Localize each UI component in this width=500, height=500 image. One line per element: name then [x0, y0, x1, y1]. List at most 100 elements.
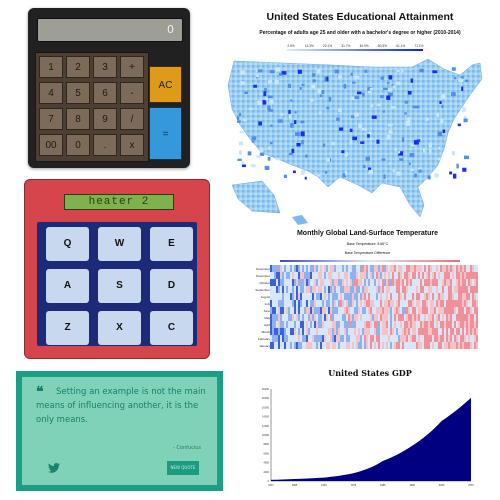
heatmap-cell: [374, 293, 376, 300]
heatmap-cell: [356, 272, 358, 279]
heatmap-cell: [406, 300, 408, 307]
calculator-key[interactable]: 3: [93, 56, 117, 78]
heatmap-cell: [278, 342, 280, 349]
map-county: [310, 98, 314, 102]
drum-pad-d[interactable]: D: [150, 269, 193, 303]
heatmap-cell: [312, 321, 314, 328]
heatmap-cell: [432, 286, 434, 293]
heatmap-cell: [364, 342, 366, 349]
heatmap-cell: [290, 265, 292, 272]
heatmap-cell: [304, 279, 306, 286]
heatmap-cell: [382, 342, 384, 349]
calculator-key[interactable]: 9: [93, 108, 117, 130]
drum-pad-a[interactable]: A: [46, 269, 89, 303]
drum-pad-q[interactable]: Q: [46, 227, 89, 261]
heatmap-cell: [428, 279, 430, 286]
heatmap-cell: [274, 279, 276, 286]
heatmap-cell: [308, 307, 310, 314]
heatmap-cell: [458, 342, 460, 349]
heatmap-cell: [452, 300, 454, 307]
new-quote-button[interactable]: NEW QUOTE: [167, 461, 199, 475]
heatmap-cell: [346, 300, 348, 307]
heatmap-cell: [442, 265, 444, 272]
heatmap-cell: [356, 300, 358, 307]
calculator-key[interactable]: 00: [39, 134, 63, 156]
heatmap-cell: [424, 265, 426, 272]
twitter-icon[interactable]: [48, 463, 60, 473]
heatmap-cell: [476, 307, 478, 314]
heatmap-cell: [426, 321, 428, 328]
calculator-key[interactable]: 2: [66, 56, 90, 78]
heatmap-cell: [310, 300, 312, 307]
calculator-key[interactable]: +: [120, 56, 144, 78]
heatmap-cell: [286, 321, 288, 328]
map-county: [451, 150, 455, 156]
drum-pad-c[interactable]: C: [150, 311, 193, 345]
heatmap-cell: [356, 335, 358, 342]
heatmap-cell: [350, 335, 352, 342]
drum-pad-x[interactable]: X: [98, 311, 141, 345]
drum-pad-e[interactable]: E: [150, 227, 193, 261]
heatmap-cell: [372, 307, 374, 314]
heatmap-cell: [470, 307, 472, 314]
heatmap-cell: [338, 272, 340, 279]
heatmap-cell: [348, 265, 350, 272]
heatmap-cell: [414, 300, 416, 307]
heatmap-cell: [300, 335, 302, 342]
heatmap-cell: [354, 300, 356, 307]
calculator-key[interactable]: 0: [66, 134, 90, 156]
heatmap-cell: [450, 328, 452, 335]
heatmap-cell: [428, 314, 430, 321]
heatmap-cell: [466, 293, 468, 300]
heatmap-cell: [362, 328, 364, 335]
drum-pad-z[interactable]: Z: [46, 311, 89, 345]
heatmap-cell: [378, 286, 380, 293]
calculator-key[interactable]: /: [120, 108, 144, 130]
heatmap-cell: [370, 314, 372, 321]
calculator-key[interactable]: 7: [39, 108, 63, 130]
heatmap-cell: [436, 265, 438, 272]
heatmap-cell: [370, 265, 372, 272]
calculator-key[interactable]: x: [120, 134, 144, 156]
heatmap-cell: [274, 335, 276, 342]
heatmap-cell: [290, 307, 292, 314]
heatmap-cell: [422, 286, 424, 293]
calculator-equals-button[interactable]: =: [149, 107, 182, 160]
heatmap-cell: [458, 300, 460, 307]
heatmap-cell: [308, 293, 310, 300]
heatmap-cell: [300, 321, 302, 328]
heatmap-cell: [308, 314, 310, 321]
heatmap-cell: [402, 279, 404, 286]
heatmap-cell: [398, 279, 400, 286]
heatmap-cell: [346, 286, 348, 293]
heatmap-cell: [468, 286, 470, 293]
heatmap-cell: [336, 314, 338, 321]
heatmap-cell: [282, 342, 284, 349]
calculator-key[interactable]: 4: [39, 82, 63, 104]
calculator-key[interactable]: 1: [39, 56, 63, 78]
calculator-key[interactable]: .: [93, 134, 117, 156]
heatmap-cell: [324, 335, 326, 342]
calculator-key[interactable]: 8: [66, 108, 90, 130]
drum-pad-s[interactable]: S: [98, 269, 141, 303]
heatmap-cell: [366, 279, 368, 286]
heatmap-cell: [464, 286, 466, 293]
map-county: [322, 143, 326, 147]
heatmap-cell: [294, 272, 296, 279]
map-county: [248, 107, 253, 111]
heatmap-cell: [364, 286, 366, 293]
calculator-key[interactable]: 5: [66, 82, 90, 104]
heatmap-cell: [316, 279, 318, 286]
heatmap-cell: [272, 286, 274, 293]
heatmap-cell: [284, 272, 286, 279]
heatmap-cell: [466, 314, 468, 321]
drum-pad-w[interactable]: W: [98, 227, 141, 261]
heatmap-cell: [312, 272, 314, 279]
calculator-clear-button[interactable]: AC: [149, 66, 182, 103]
heatmap-cell: [302, 265, 304, 272]
calculator-key[interactable]: -: [120, 82, 144, 104]
calculator-key[interactable]: 6: [93, 82, 117, 104]
heatmap-cell: [308, 321, 310, 328]
heatmap-cell: [468, 279, 470, 286]
heatmap-cell: [352, 328, 354, 335]
